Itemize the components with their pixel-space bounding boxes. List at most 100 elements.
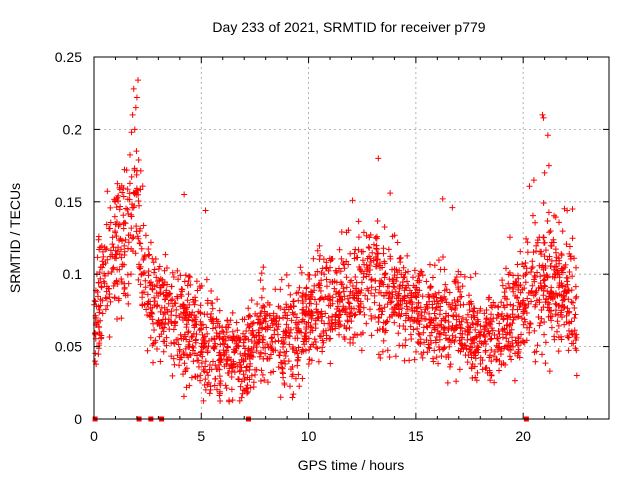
data-point [151,269,158,276]
data-point [513,314,520,321]
data-point [158,320,165,327]
data-point [477,360,484,367]
data-point [486,294,493,301]
data-point [243,328,250,335]
data-point [194,287,201,294]
data-point [556,219,563,226]
data-point [442,313,449,320]
data-point [257,277,264,284]
data-point [349,339,356,346]
data-point [532,301,539,308]
data-point [365,244,372,251]
data-point [248,372,255,379]
data-point [116,266,123,273]
data-point [180,349,187,356]
data-point [128,225,135,232]
data-point [272,338,279,345]
data-point [237,336,244,343]
data-point [369,249,376,256]
data-point [113,233,120,240]
data-point [281,306,288,313]
data-point [555,348,562,355]
data-point [329,316,336,323]
data-point [426,332,433,339]
data-point [542,360,549,367]
data-point [328,320,335,327]
data-point [169,372,176,379]
data-point [259,325,266,332]
data-point [421,309,428,316]
data-point [328,255,335,262]
data-point [367,266,374,273]
data-point [470,321,477,328]
data-point [313,301,320,308]
data-point [403,312,410,319]
data-point [401,273,408,280]
data-point [341,265,348,272]
data-point [104,188,111,195]
data-point [425,294,432,301]
data-point [548,257,555,264]
data-point [237,361,244,368]
data-point [467,274,474,281]
data-point [193,352,200,359]
data-point [542,299,549,306]
data-point [272,347,279,354]
data-point [351,312,358,319]
data-point [280,374,287,381]
x-tick-label: 10 [301,428,317,444]
data-point [499,334,506,341]
data-point [529,282,536,289]
data-point [160,338,167,345]
data-point [338,281,345,288]
data-point [299,294,306,301]
data-point [96,324,103,331]
data-point [172,300,179,307]
data-point [462,352,469,359]
data-point [216,388,223,395]
data-point [211,382,218,389]
data-point [533,242,540,249]
data-point [248,351,255,358]
data-point [316,280,323,287]
data-point [420,329,427,336]
data-point [234,327,241,334]
data-point [541,282,548,289]
data-point [541,276,548,283]
data-point [372,234,379,241]
data-point [212,324,219,331]
data-point [337,293,344,300]
data-point [226,365,233,372]
data-point [566,250,573,257]
data-point [558,292,565,299]
data-point [262,344,269,351]
data-point [247,384,254,391]
data-point [495,304,502,311]
data-point [321,320,328,327]
data-point [318,277,325,284]
data-point [482,349,489,356]
data-point [110,264,117,271]
data-point [189,333,196,340]
data-point [329,323,336,330]
data-point [432,339,439,346]
data-point [549,290,556,297]
data-point [529,212,536,219]
data-point [532,289,539,296]
data-point [125,239,132,246]
data-point [124,196,131,203]
data-point [339,307,346,314]
data-point [458,341,465,348]
data-point [283,329,290,336]
data-point [308,315,315,322]
data-point [490,315,497,322]
data-point [536,322,543,329]
data-point [120,290,127,297]
data-point [165,319,172,326]
data-point [182,315,189,322]
data-point [200,334,207,341]
data-point [314,345,321,352]
data-point [366,271,373,278]
data-point [262,315,269,322]
data-point [507,314,514,321]
